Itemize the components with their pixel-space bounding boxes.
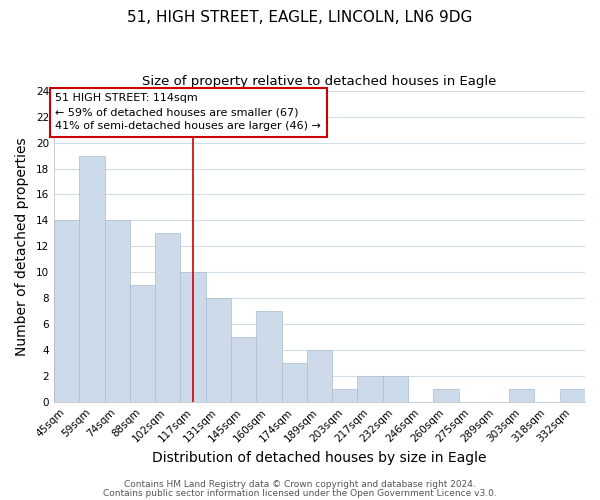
- Bar: [281, 364, 307, 403]
- Bar: [130, 286, 155, 403]
- Bar: [560, 390, 585, 402]
- Text: Contains public sector information licensed under the Open Government Licence v3: Contains public sector information licen…: [103, 488, 497, 498]
- X-axis label: Distribution of detached houses by size in Eagle: Distribution of detached houses by size …: [152, 451, 487, 465]
- Bar: [307, 350, 332, 403]
- Bar: [332, 390, 358, 402]
- Bar: [231, 338, 256, 402]
- Bar: [383, 376, 408, 402]
- Bar: [433, 390, 458, 402]
- Bar: [79, 156, 104, 402]
- Bar: [181, 272, 206, 402]
- Bar: [256, 312, 281, 402]
- Bar: [206, 298, 231, 403]
- Text: 51, HIGH STREET, EAGLE, LINCOLN, LN6 9DG: 51, HIGH STREET, EAGLE, LINCOLN, LN6 9DG: [127, 10, 473, 25]
- Bar: [155, 234, 181, 402]
- Text: 51 HIGH STREET: 114sqm
← 59% of detached houses are smaller (67)
41% of semi-det: 51 HIGH STREET: 114sqm ← 59% of detached…: [55, 93, 321, 131]
- Bar: [104, 220, 130, 402]
- Text: Contains HM Land Registry data © Crown copyright and database right 2024.: Contains HM Land Registry data © Crown c…: [124, 480, 476, 489]
- Bar: [509, 390, 535, 402]
- Title: Size of property relative to detached houses in Eagle: Size of property relative to detached ho…: [142, 75, 497, 88]
- Bar: [54, 220, 79, 402]
- Bar: [358, 376, 383, 402]
- Y-axis label: Number of detached properties: Number of detached properties: [15, 137, 29, 356]
